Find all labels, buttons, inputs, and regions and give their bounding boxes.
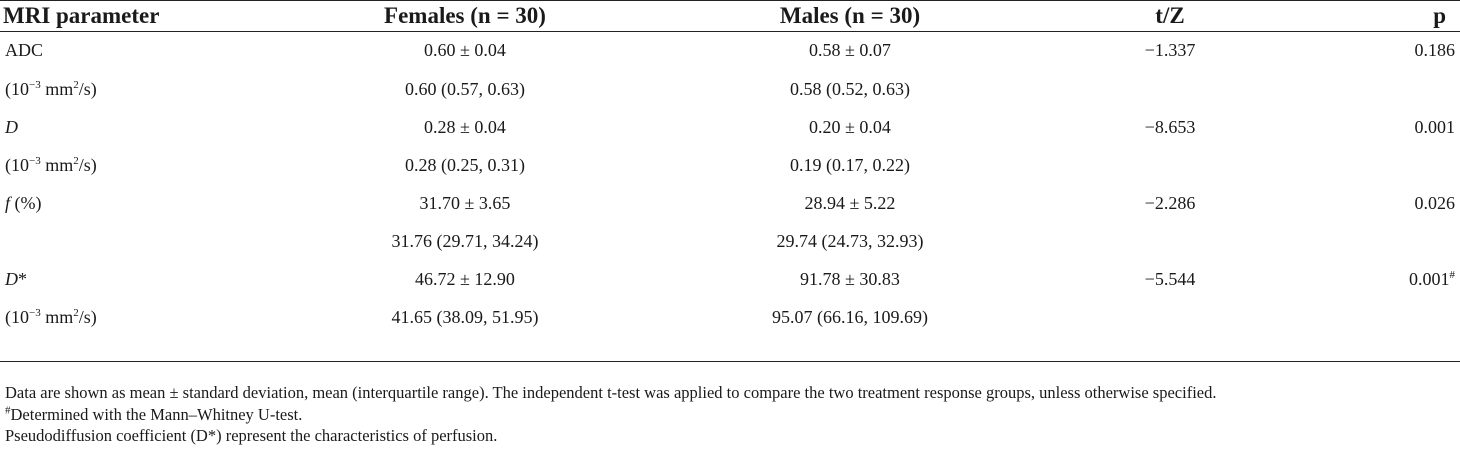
- footnote-data-description: Data are shown as mean ± standard deviat…: [5, 383, 1217, 402]
- t-z-cell: [1040, 146, 1300, 184]
- t-z-cell: −8.653: [1144, 116, 1196, 137]
- unit-cell: (10−3 mm2/s): [5, 306, 97, 327]
- males-cell: 0.19 (0.17, 0.22): [790, 154, 910, 175]
- table-row: 31.76 (29.71, 34.24) 29.74 (24.73, 32.93…: [0, 222, 1460, 260]
- females-cell: 0.28 ± 0.04: [424, 116, 506, 137]
- bottom-rule: [0, 361, 1460, 362]
- p-cell: [1300, 70, 1460, 108]
- unit-cell: (10−3 mm2/s): [5, 78, 97, 99]
- females-cell: 0.60 ± 0.04: [424, 40, 506, 60]
- top-rule: [0, 0, 1460, 1]
- table-row: D 0.28 ± 0.04 0.20 ± 0.04 −8.653 0.001: [0, 108, 1460, 146]
- table-row: ADC 0.60 ± 0.04 0.58 ± 0.07 −1.337 0.186: [0, 31, 1460, 70]
- males-cell: 0.20 ± 0.04: [809, 116, 891, 137]
- males-cell: 29.74 (24.73, 32.93): [776, 230, 924, 251]
- males-cell: 0.58 ± 0.07: [809, 40, 891, 60]
- t-z-cell: −2.286: [1144, 192, 1196, 213]
- males-cell: 95.07 (66.16, 109.69): [772, 306, 928, 327]
- males-cell: 28.94 ± 5.22: [804, 192, 896, 213]
- p-cell: 0.001: [1414, 116, 1456, 137]
- t-z-cell: −1.337: [1144, 40, 1196, 60]
- header-mri-parameter: MRI parameter: [3, 2, 160, 28]
- t-z-cell: [1040, 298, 1300, 336]
- p-cell: 0.026: [1414, 192, 1456, 213]
- table-row: f (%) 31.70 ± 3.65 28.94 ± 5.22 −2.286 0…: [0, 184, 1460, 222]
- t-z-cell: −5.544: [1144, 268, 1196, 289]
- header-row: MRI parameter Females (n = 30) Males (n …: [0, 0, 1460, 31]
- table-row: (10−3 mm2/s) 41.65 (38.09, 51.95) 95.07 …: [0, 298, 1460, 336]
- parameter-cell: [0, 222, 270, 260]
- table-row: D* 46.72 ± 12.90 91.78 ± 30.83 −5.544 0.…: [0, 260, 1460, 298]
- males-cell: 91.78 ± 30.83: [800, 268, 900, 289]
- t-z-cell: [1040, 70, 1300, 108]
- t-z-cell: [1040, 222, 1300, 260]
- females-cell: 0.28 (0.25, 0.31): [405, 154, 525, 175]
- females-cell: 0.60 (0.57, 0.63): [405, 78, 525, 99]
- header-males: Males (n = 30): [779, 2, 921, 28]
- parameter-cell: f (%): [5, 192, 42, 213]
- p-cell: [1300, 298, 1460, 336]
- females-cell: 31.76 (29.71, 34.24): [391, 230, 539, 251]
- p-cell: [1300, 222, 1460, 260]
- header-rule: [0, 31, 1460, 32]
- header-t-z: t/Z: [1155, 2, 1185, 28]
- table-row: (10−3 mm2/s) 0.28 (0.25, 0.31) 0.19 (0.1…: [0, 146, 1460, 184]
- header-p: p: [1433, 2, 1446, 28]
- unit-cell: (10−3 mm2/s): [5, 154, 97, 175]
- p-cell: [1300, 146, 1460, 184]
- p-cell: 0.001#: [1409, 268, 1455, 289]
- females-cell: 41.65 (38.09, 51.95): [391, 306, 539, 327]
- results-table: MRI parameter Females (n = 30) Males (n …: [0, 0, 1460, 336]
- parameter-cell: ADC: [5, 40, 44, 60]
- table-footnotes: Data are shown as mean ± standard deviat…: [5, 382, 1457, 447]
- parameter-cell: D: [5, 116, 18, 137]
- header-females: Females (n = 30): [384, 2, 546, 28]
- females-cell: 46.72 ± 12.90: [415, 268, 515, 289]
- parameter-cell: D*: [5, 268, 27, 289]
- females-cell: 31.70 ± 3.65: [419, 192, 511, 213]
- males-cell: 0.58 (0.52, 0.63): [790, 78, 910, 99]
- footnote-mann-whitney: #Determined with the Mann–Whitney U-test…: [5, 404, 303, 424]
- table-row: (10−3 mm2/s) 0.60 (0.57, 0.63) 0.58 (0.5…: [0, 70, 1460, 108]
- footnote-pseudodiffusion: Pseudodiffusion coefficient (D*) represe…: [5, 426, 498, 445]
- p-cell: 0.186: [1414, 40, 1456, 60]
